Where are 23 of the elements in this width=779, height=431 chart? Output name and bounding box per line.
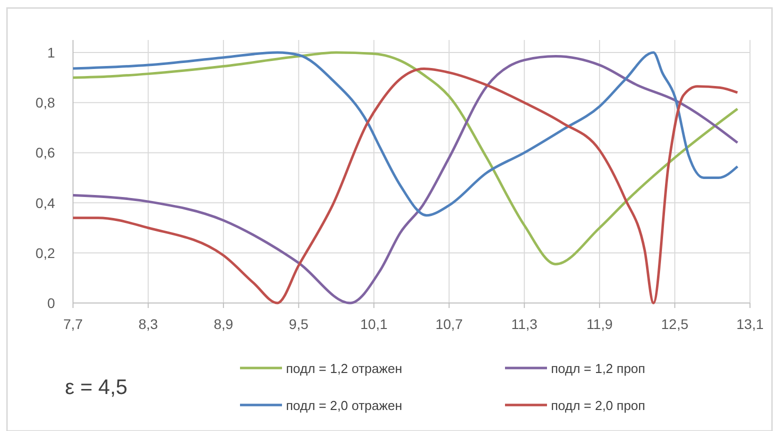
y-tick-label: 0,4 (36, 194, 56, 211)
x-tick-label: 8,3 (138, 316, 158, 332)
line-series (72, 51, 739, 217)
x-tick-label: 10,1 (360, 316, 388, 332)
x-tick-label: 9,5 (288, 316, 309, 332)
y-tick-label: 0 (47, 295, 56, 311)
x-tick-label: 7,7 (63, 316, 83, 332)
y-tick-label: 0,6 (36, 144, 56, 161)
legend-label: подл = 2,0 проп (551, 398, 646, 413)
y-tick-label: 0,2 (36, 244, 56, 261)
x-tick-label: 11,9 (586, 316, 613, 332)
legend-label: подл = 1,2 отражен (286, 361, 402, 376)
x-tick-label: 10,7 (435, 316, 463, 332)
y-tick-label: 0,8 (36, 94, 56, 111)
y-tick-label: 1 (47, 44, 56, 61)
line-series (72, 51, 739, 266)
legend-label: подл = 2,0 отражен (286, 398, 402, 413)
x-tick-label: 11,3 (511, 316, 538, 332)
x-tick-label: 13,1 (736, 316, 764, 332)
text: ε = 4,5 (65, 376, 128, 399)
x-tick-label: 8,9 (214, 316, 234, 332)
legend-label: подл = 1,2 проп (551, 361, 646, 376)
x-tick-label: 12,5 (661, 316, 689, 332)
